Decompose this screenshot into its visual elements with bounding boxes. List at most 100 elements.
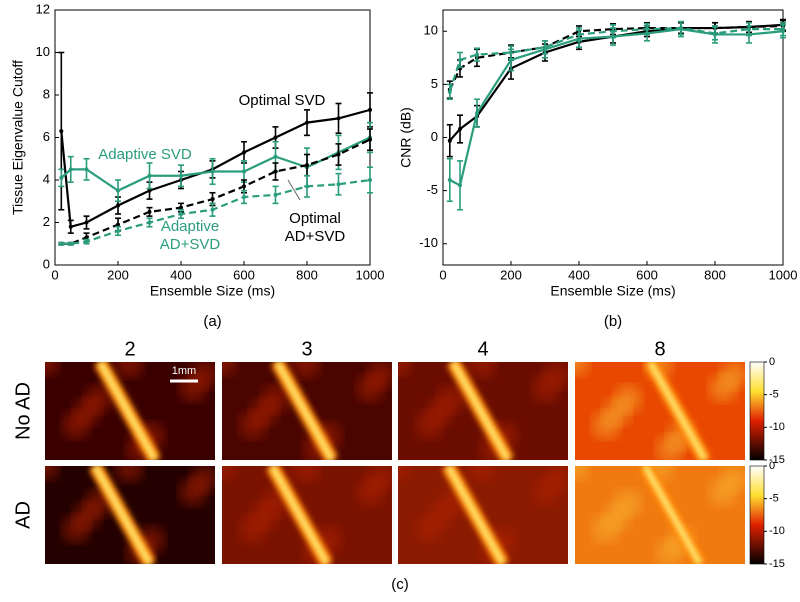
data-point — [273, 192, 278, 197]
image-speckle — [532, 478, 560, 506]
data-point — [242, 195, 246, 199]
series-line — [448, 24, 784, 91]
data-point — [242, 150, 246, 155]
data-point — [68, 167, 73, 172]
image-speckle — [356, 478, 384, 506]
y-tick-label: -5 — [426, 182, 438, 197]
colorbar-tick-label: -10 — [769, 421, 785, 433]
series-line — [448, 26, 783, 93]
data-point — [210, 197, 215, 202]
image-speckle — [575, 466, 589, 480]
image-speckle — [656, 539, 684, 564]
x-tick-label: 400 — [170, 267, 192, 282]
series-line — [61, 178, 371, 245]
series-annotation: Adaptive SVD — [98, 146, 192, 163]
series-line — [61, 138, 371, 245]
image-speckle — [709, 478, 737, 506]
data-point — [273, 154, 278, 159]
data-point — [611, 29, 615, 34]
data-point — [458, 57, 462, 62]
colorbar-tick-label: -10 — [769, 525, 785, 537]
data-point — [59, 175, 64, 180]
y-tick-label: -10 — [419, 235, 438, 250]
series-annotation: Optimal SVD — [238, 92, 326, 109]
x-tick-label: 200 — [500, 267, 522, 282]
colorbar-tick-label: -5 — [769, 493, 779, 505]
panel-label: (a) — [203, 313, 221, 330]
data-point — [747, 27, 751, 32]
x-tick-label: 800 — [296, 267, 318, 282]
row-label: No AD — [12, 382, 34, 440]
series-annotation: Adaptive AD+SVD — [159, 218, 221, 253]
image-speckle — [709, 374, 737, 402]
vessel — [269, 466, 330, 564]
image-speckle — [222, 466, 236, 480]
plot-frame — [442, 9, 784, 266]
data-point — [84, 239, 89, 244]
y-tick-label: 6 — [43, 129, 50, 144]
data-point — [273, 135, 278, 140]
y-tick-label: 0 — [43, 256, 50, 271]
image-speckle — [356, 374, 384, 402]
image-speckle — [398, 466, 412, 480]
data-point — [68, 224, 73, 229]
colorbar-tick-label: 0 — [769, 460, 775, 472]
vessel — [274, 362, 335, 460]
image-speckle — [592, 515, 620, 543]
vessel — [92, 466, 153, 564]
column-label: 4 — [477, 338, 488, 360]
y-tick-label: 0 — [431, 129, 438, 144]
data-point — [368, 107, 372, 112]
image-speckle — [292, 466, 320, 482]
data-point — [447, 178, 452, 182]
heatmap-image — [222, 362, 392, 460]
image-speckle — [292, 362, 320, 378]
image-speckle — [179, 478, 207, 506]
image-speckle — [398, 362, 412, 376]
data-point — [179, 205, 183, 210]
data-point — [116, 188, 120, 193]
y-tick-label: 10 — [424, 23, 438, 38]
data-point — [781, 27, 785, 32]
data-point — [368, 137, 372, 142]
colorbar — [749, 361, 765, 461]
series-annotation: Optimal AD+SVD — [284, 210, 346, 245]
y-tick-label: 5 — [431, 76, 438, 91]
data-point — [59, 241, 64, 246]
data-point — [368, 178, 372, 182]
data-point — [645, 27, 649, 32]
data-point — [242, 169, 246, 174]
x-axis-label: Ensemble Size (ms) — [150, 283, 275, 299]
data-point — [475, 52, 479, 57]
image-speckle — [115, 362, 143, 378]
heatmap-image — [575, 466, 745, 564]
x-axis-label: Ensemble Size (ms) — [550, 283, 675, 299]
data-point — [147, 188, 152, 193]
y-axis-label: Tissue Eigenvalue Cutoff — [10, 60, 26, 215]
data-point — [577, 32, 581, 37]
colorbar-tick-label: -5 — [769, 389, 779, 401]
panel-label: (c) — [391, 576, 409, 593]
y-tick-label: 2 — [43, 214, 50, 229]
data-point — [242, 184, 246, 189]
vessel — [450, 362, 511, 460]
data-point — [84, 220, 89, 225]
y-tick-label: 10 — [36, 44, 50, 59]
data-point — [336, 116, 341, 121]
colorbar — [749, 465, 765, 565]
colorbar-tick-label: -15 — [769, 558, 785, 570]
data-point — [509, 50, 513, 55]
image-speckle — [62, 411, 90, 439]
y-tick-label: 12 — [36, 1, 50, 16]
heatmap-image — [45, 466, 215, 564]
image-speckle — [575, 362, 589, 376]
panel-label: (b) — [604, 313, 622, 330]
data-point — [179, 212, 183, 216]
image-speckle — [115, 466, 143, 482]
data-point — [116, 222, 120, 227]
vessel — [445, 466, 506, 564]
image-speckle — [468, 466, 496, 482]
colorbar-tick-label: -15 — [769, 454, 785, 466]
